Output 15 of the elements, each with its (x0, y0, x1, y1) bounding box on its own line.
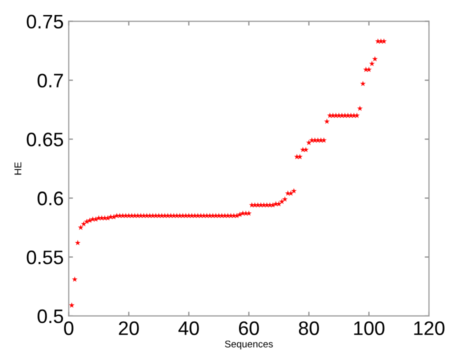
y-tick-label: 0.7 (38, 74, 63, 88)
x-tick-label: 0 (64, 321, 74, 336)
x-tick-label: 20 (118, 321, 139, 336)
x-tick-label: 80 (298, 321, 319, 336)
y-axis-title: HE (14, 162, 22, 175)
y-tick-label: 0.65 (26, 132, 64, 146)
x-tick-label: 60 (239, 321, 259, 336)
y-tick-label: 0.55 (26, 250, 64, 264)
y-tick-label: 0.75 (26, 14, 64, 29)
x-tick-label: 40 (178, 321, 199, 336)
x-axis-title: Sequences (224, 340, 273, 350)
x-tick-label: 100 (354, 321, 384, 336)
y-tick-label: 0.6 (38, 192, 64, 206)
x-tick-label: 120 (414, 321, 444, 336)
y-tick-label: 0.5 (38, 309, 64, 324)
